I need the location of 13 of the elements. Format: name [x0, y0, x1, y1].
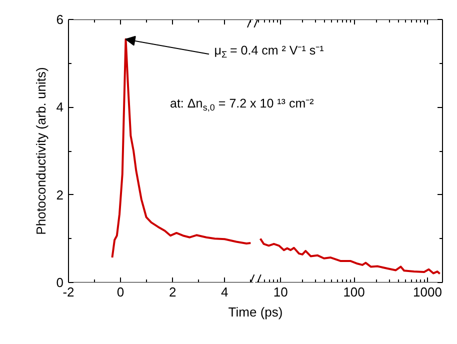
y-axis-title: Photoconductivity (arb. units) — [33, 67, 48, 235]
x-tick-label: 1000 — [413, 284, 442, 300]
y-tick-label: 0 — [56, 275, 64, 290]
x-tick-label: 10 — [273, 284, 288, 300]
y-tick-label: 2 — [56, 187, 64, 202]
x-tick-label: 100 — [343, 284, 365, 300]
x-tick-label: 2 — [168, 284, 176, 300]
x-tick-label: 0 — [116, 284, 124, 300]
x-tick-label: 4 — [221, 284, 228, 300]
y-tick-label: 6 — [56, 12, 64, 27]
y-tick-label: 4 — [56, 100, 64, 115]
x-axis-title: Time (ps) — [228, 304, 283, 320]
x-tick-label: -2 — [62, 284, 74, 300]
